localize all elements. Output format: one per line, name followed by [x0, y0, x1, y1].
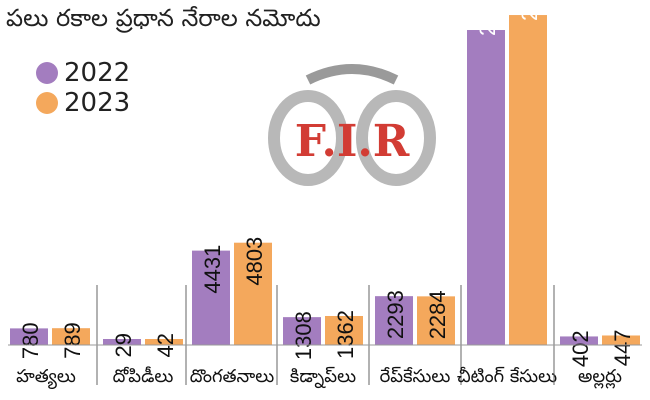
- category-label-6: అల్లర్లు: [578, 366, 622, 389]
- value-label-2023-3: 1362: [333, 310, 358, 359]
- handcuff-ring-right: [356, 90, 436, 186]
- handcuff-chain: [305, 64, 399, 85]
- legend-item-2023: 2023: [36, 88, 130, 118]
- legend-item-2022: 2022: [36, 58, 130, 88]
- legend-label-2022: 2022: [64, 58, 131, 88]
- category-label-1: దోపిడీలు: [113, 366, 174, 387]
- bar-2022-2: [192, 250, 230, 345]
- value-label-2022-0: 780: [18, 322, 43, 359]
- chart-title: పలు రకాల ప్రధాన నేరాల నమోదు: [6, 4, 321, 32]
- category-label-5: చీటింగ్ కేసులు: [457, 366, 557, 387]
- value-label-2023-5: 22996: [517, 0, 542, 21]
- bar-2022-0: [10, 328, 48, 345]
- bar-2023-5: [509, 15, 547, 345]
- bar-2022-3: [283, 317, 321, 345]
- legend: 2022 2023: [36, 58, 130, 118]
- bar-2022-6: [560, 336, 598, 345]
- bar-2023-4: [417, 296, 455, 345]
- bar-2023-6: [602, 335, 640, 345]
- legend-swatch-2022: [36, 62, 58, 84]
- handcuffs-fir-illustration: F.I.R: [268, 64, 436, 186]
- bar-2023-3: [325, 315, 363, 345]
- bar-2022-1: [103, 339, 141, 345]
- value-label-2022-6: 402: [568, 330, 593, 367]
- bar-2023-0: [52, 328, 90, 345]
- value-label-2023-4: 2284: [425, 290, 450, 339]
- bar-2022-5: [467, 30, 505, 345]
- legend-label-2023: 2023: [64, 88, 131, 118]
- bar-2023-1: [145, 339, 183, 345]
- value-label-2023-6: 447: [610, 329, 635, 366]
- value-label-2022-5: 21499: [475, 0, 500, 36]
- category-label-0: హత్యలు: [16, 366, 76, 389]
- value-label-2023-2: 4803: [242, 237, 267, 286]
- legend-swatch-2023: [36, 92, 58, 114]
- category-label-4: రేప్‌కేసులు: [380, 366, 451, 387]
- value-label-2022-2: 4431: [200, 245, 225, 294]
- category-label-3: కిడ్నాప్‌లు: [290, 366, 356, 389]
- handcuff-ring-left: [268, 90, 348, 186]
- fir-stamp-text: F.I.R: [295, 116, 410, 167]
- value-label-2022-3: 1308: [291, 311, 316, 360]
- value-label-2022-4: 2293: [383, 290, 408, 339]
- bar-2023-2: [234, 242, 272, 345]
- category-label-2: దొంగతనాలు: [190, 366, 274, 387]
- bar-2022-4: [375, 296, 413, 345]
- value-label-2023-0: 789: [60, 322, 85, 359]
